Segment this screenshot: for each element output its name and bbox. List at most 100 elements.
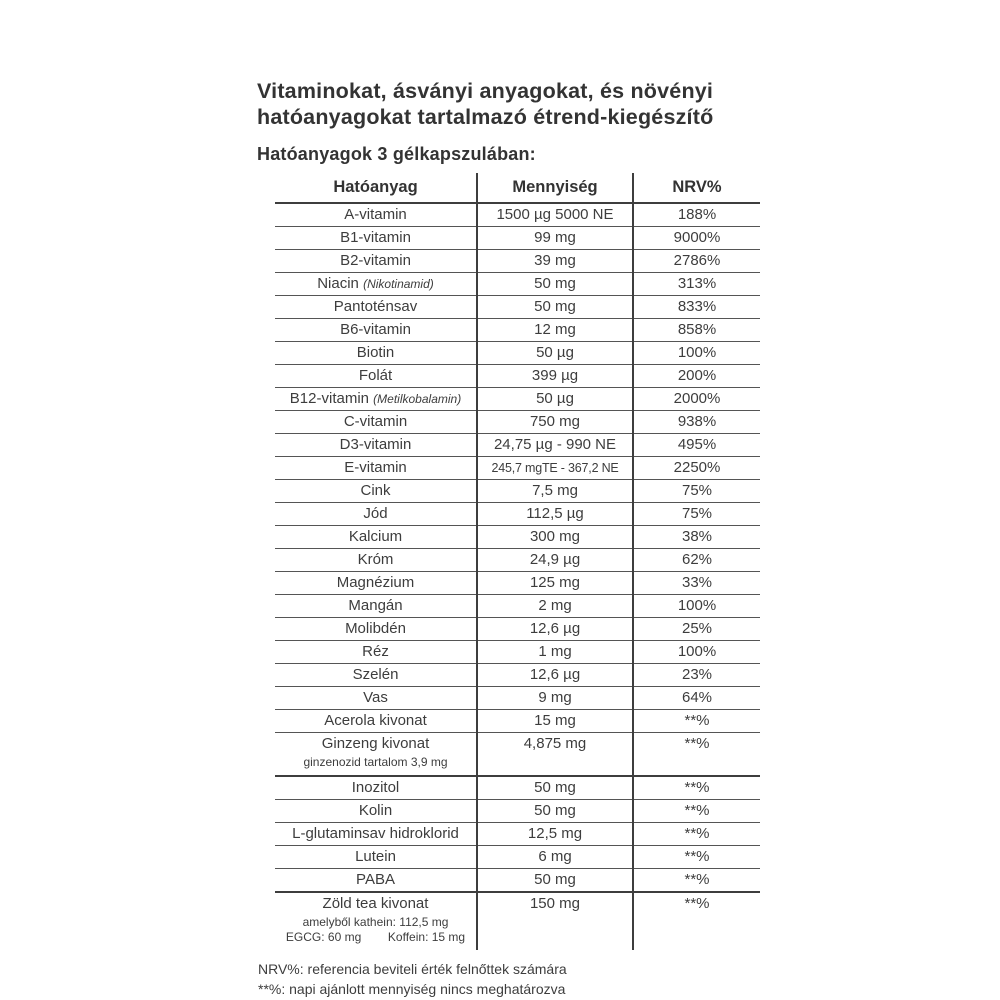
ingredient-note: (Nikotinamid) bbox=[363, 277, 434, 291]
ingredient-cell: Inozitol bbox=[275, 776, 477, 800]
table-row: Acerola kivonat 15 mg **% bbox=[275, 709, 760, 733]
table-row: Szelén 12,6 µg 23% bbox=[275, 663, 760, 687]
amount-value: 750 mg bbox=[529, 413, 581, 430]
ingredient-name: E-vitamin bbox=[344, 459, 407, 476]
ingredient-name: Réz bbox=[362, 643, 389, 660]
ingredient-subline: amelyből kathein: 112,5 mg bbox=[302, 915, 449, 929]
amount-cell: 50 µg bbox=[476, 341, 633, 365]
table-row: A-vitamin 1500 µg 5000 NE 188% bbox=[275, 203, 760, 227]
ingredient-cell: Króm bbox=[275, 548, 477, 572]
table-row: Magnézium 125 mg 33% bbox=[275, 571, 760, 595]
ingredient-cell: Pantoténsav bbox=[275, 295, 477, 319]
table-row: Ginzeng kivonat ginzenozid tartalom 3,9 m… bbox=[275, 732, 760, 777]
nrv-cell: **% bbox=[632, 732, 760, 777]
amount-value: 50 mg bbox=[534, 275, 576, 292]
ingredient-name: Króm bbox=[357, 551, 394, 568]
ingredient-cell: Cink bbox=[275, 479, 477, 503]
table-row: B1-vitamin 99 mg 9000% bbox=[275, 226, 760, 250]
table-row: D3-vitamin 24,75 µg - 990 NE 495% bbox=[275, 433, 760, 457]
ingredient-name: Folát bbox=[358, 367, 393, 384]
nrv-cell: 833% bbox=[632, 295, 760, 319]
ingredient-name: Kolin bbox=[358, 802, 393, 819]
table-row: Folát 399 µg 200% bbox=[275, 364, 760, 388]
nrv-cell: 100% bbox=[632, 640, 760, 664]
amount-cell: 1 mg bbox=[476, 640, 633, 664]
ingredient-subline: EGCG: 60 mg Koffein: 15 mg bbox=[285, 930, 466, 944]
nrv-cell: 23% bbox=[632, 663, 760, 687]
amount-cell: 24,9 µg bbox=[476, 548, 633, 572]
nrv-cell: **% bbox=[632, 892, 760, 950]
ingredient-cell: Magnézium bbox=[275, 571, 477, 595]
page-subtitle: Hatóanyagok 3 gélkapszulában: bbox=[257, 144, 536, 164]
ingredient-name: Jód bbox=[363, 505, 388, 522]
amount-cell: 245,7 mgTE - 367,2 NE bbox=[476, 456, 633, 480]
amount-cell: 24,75 µg - 990 NE bbox=[476, 433, 633, 457]
table-row: Lutein 6 mg **% bbox=[275, 845, 760, 869]
table-row: E-vitamin 245,7 mgTE - 367,2 NE 2250% bbox=[275, 456, 760, 480]
amount-value: 125 mg bbox=[529, 574, 581, 591]
ingredient-cell: C-vitamin bbox=[275, 410, 477, 434]
ingredient-cell: B12-vitamin (Metilkobalamin) bbox=[275, 387, 477, 411]
nrv-cell: 100% bbox=[632, 594, 760, 618]
ingredient-cell: Zöld tea kivonat amelyből kathein: 112,5 … bbox=[275, 892, 477, 950]
amount-cell: 9 mg bbox=[476, 686, 633, 710]
table-header-row: Hatóanyag Mennyiség NRV% bbox=[275, 173, 760, 204]
ingredient-name: Lutein bbox=[355, 848, 396, 865]
ingredient-name: Kalcium bbox=[348, 528, 403, 545]
amount-cell: 125 mg bbox=[476, 571, 633, 595]
amount-cell: 50 mg bbox=[476, 799, 633, 823]
table-row: Kalcium 300 mg 38% bbox=[275, 525, 760, 549]
amount-cell: 6 mg bbox=[476, 845, 633, 869]
ingredient-name: Zöld tea kivonat bbox=[322, 895, 429, 912]
ingredient-name: Szelén bbox=[352, 666, 399, 683]
nrv-cell: 2250% bbox=[632, 456, 760, 480]
ingredient-cell: Kalcium bbox=[275, 525, 477, 549]
amount-cell: 12,6 µg bbox=[476, 617, 633, 641]
amount-value: 24,9 µg bbox=[529, 551, 581, 568]
amount-value: 50 mg bbox=[534, 298, 576, 315]
amount-value: 50 mg bbox=[534, 779, 576, 796]
amount-value: 1 mg bbox=[538, 643, 572, 660]
amount-value: 39 mg bbox=[534, 252, 576, 269]
amount-cell: 1500 µg 5000 NE bbox=[476, 203, 633, 227]
nrv-cell: 64% bbox=[632, 686, 760, 710]
ingredient-cell: Niacin (Nikotinamid) bbox=[275, 272, 477, 296]
amount-cell: 7,5 mg bbox=[476, 479, 633, 503]
ingredient-cell: Vas bbox=[275, 686, 477, 710]
amount-value: 99 mg bbox=[534, 229, 576, 246]
ingredients-table: Hatóanyag Mennyiség NRV% A-vitamin 1500 µ… bbox=[275, 173, 760, 950]
nrv-cell: 9000% bbox=[632, 226, 760, 250]
nrv-cell: 188% bbox=[632, 203, 760, 227]
column-header-amount: Mennyiség bbox=[476, 173, 633, 204]
amount-value: 4,875 mg bbox=[523, 735, 587, 752]
ingredient-name: Pantoténsav bbox=[333, 298, 418, 315]
amount-cell: 50 mg bbox=[476, 868, 633, 893]
ingredient-cell: Jód bbox=[275, 502, 477, 526]
amount-cell: 4,875 mg bbox=[476, 732, 633, 777]
amount-cell: 50 mg bbox=[476, 272, 633, 296]
table-body: A-vitamin 1500 µg 5000 NE 188% B1-vitamin 99… bbox=[275, 203, 760, 950]
ingredient-name: B12-vitamin bbox=[289, 390, 369, 407]
nrv-cell: 200% bbox=[632, 364, 760, 388]
amount-value: 245,7 mgTE - 367,2 NE bbox=[491, 461, 619, 475]
ingredient-cell: Mangán bbox=[275, 594, 477, 618]
ingredient-name: Molibdén bbox=[345, 620, 406, 637]
amount-cell: 2 mg bbox=[476, 594, 633, 618]
ingredient-name: A-vitamin bbox=[344, 206, 407, 223]
table-row: Biotin 50 µg 100% bbox=[275, 341, 760, 365]
nrv-cell: 75% bbox=[632, 479, 760, 503]
ingredient-name: Mangán bbox=[348, 597, 403, 614]
nrv-cell: 25% bbox=[632, 617, 760, 641]
nrv-cell: 100% bbox=[632, 341, 760, 365]
amount-value: 12,6 µg bbox=[529, 620, 581, 637]
table-row: C-vitamin 750 mg 938% bbox=[275, 410, 760, 434]
table-row: Réz 1 mg 100% bbox=[275, 640, 760, 664]
amount-value: 6 mg bbox=[538, 848, 572, 865]
label-content: Vitaminokat, ásványi anyagokat, és növén… bbox=[257, 78, 817, 999]
ingredient-cell: Molibdén bbox=[275, 617, 477, 641]
amount-cell: 50 mg bbox=[476, 295, 633, 319]
table-row: Inozitol 50 mg **% bbox=[275, 776, 760, 800]
page-title-line-2: hatóanyagokat tartalmazó étrend-kiegészí… bbox=[257, 105, 714, 129]
amount-value: 300 mg bbox=[529, 528, 581, 545]
